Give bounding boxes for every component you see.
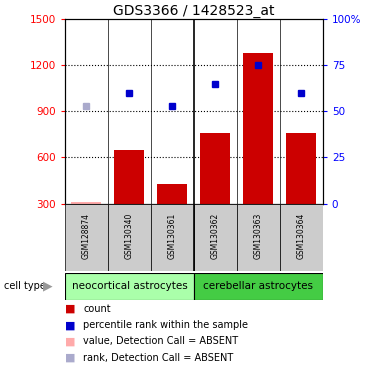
- Text: GSM130362: GSM130362: [211, 213, 220, 259]
- Text: cerebellar astrocytes: cerebellar astrocytes: [203, 281, 313, 291]
- Text: GSM130361: GSM130361: [168, 213, 177, 259]
- Bar: [280, 204, 323, 271]
- Bar: [286, 133, 316, 204]
- Bar: [200, 133, 230, 204]
- Bar: [65, 204, 108, 271]
- Text: ■: ■: [65, 353, 75, 362]
- Bar: [237, 204, 280, 271]
- Text: cell type: cell type: [4, 281, 46, 291]
- Text: ▶: ▶: [43, 280, 52, 293]
- Text: ■: ■: [65, 336, 75, 346]
- Bar: [114, 150, 144, 204]
- Bar: [243, 53, 273, 204]
- Text: GSM128874: GSM128874: [82, 213, 91, 259]
- Bar: [157, 184, 187, 204]
- Bar: [151, 204, 194, 271]
- Text: GSM130363: GSM130363: [254, 213, 263, 259]
- Bar: [65, 273, 194, 300]
- Bar: [194, 273, 323, 300]
- Text: ■: ■: [65, 320, 75, 330]
- Text: value, Detection Call = ABSENT: value, Detection Call = ABSENT: [83, 336, 239, 346]
- Text: GSM130364: GSM130364: [297, 213, 306, 259]
- Text: ■: ■: [65, 304, 75, 314]
- Text: rank, Detection Call = ABSENT: rank, Detection Call = ABSENT: [83, 353, 234, 362]
- Text: percentile rank within the sample: percentile rank within the sample: [83, 320, 249, 330]
- Bar: [71, 202, 101, 204]
- Title: GDS3366 / 1428523_at: GDS3366 / 1428523_at: [113, 4, 275, 18]
- Text: count: count: [83, 304, 111, 314]
- Bar: [108, 204, 151, 271]
- Bar: [194, 204, 237, 271]
- Text: GSM130340: GSM130340: [125, 213, 134, 259]
- Text: neocortical astrocytes: neocortical astrocytes: [72, 281, 187, 291]
